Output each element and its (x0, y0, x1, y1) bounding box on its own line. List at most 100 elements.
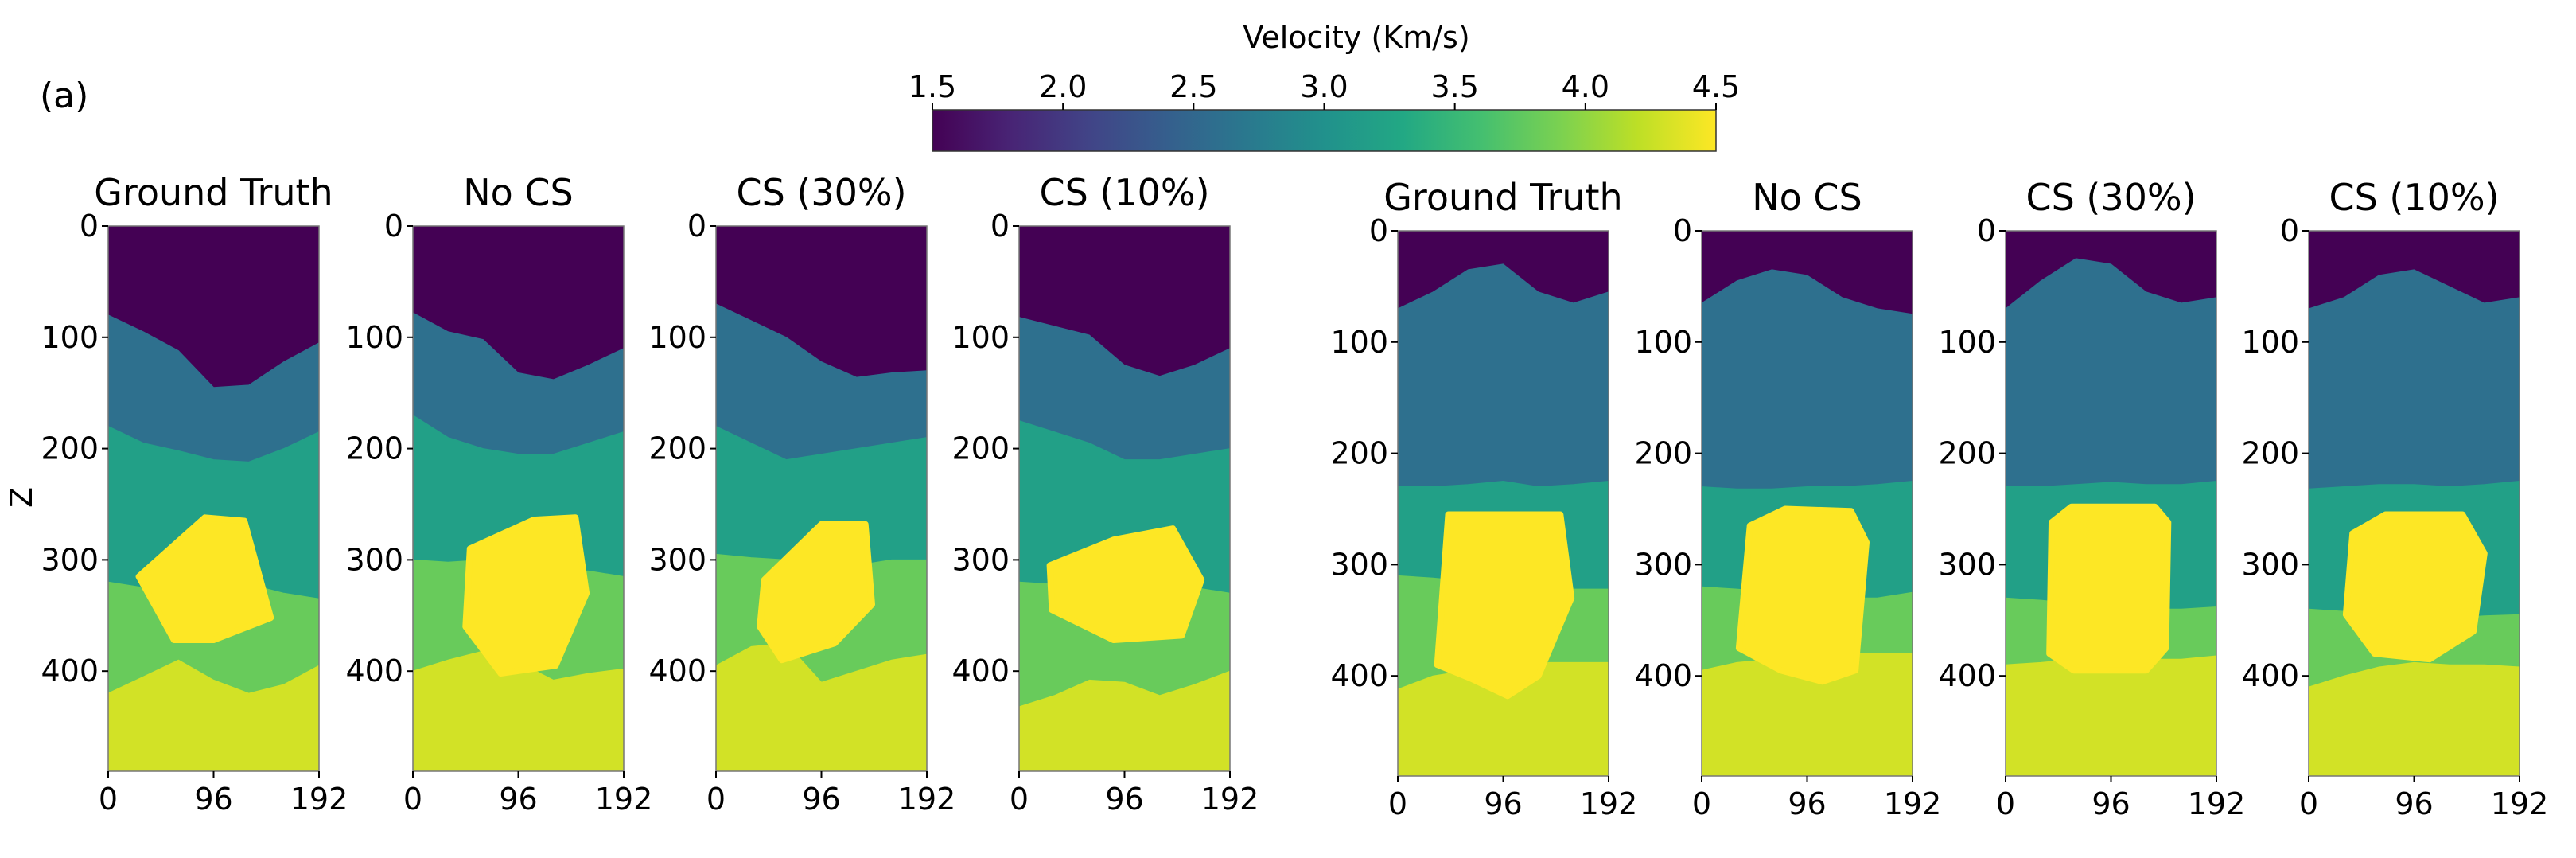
y-tick-label: 300 (345, 542, 403, 577)
y-tick-label: 100 (41, 320, 99, 355)
y-tick-label: 400 (951, 653, 1010, 688)
y-tick-label: 100 (648, 320, 706, 355)
colorbar-tick-label: 3.0 (1300, 69, 1348, 104)
panel-title: CS (10%) (1039, 171, 1209, 214)
y-tick-label: 200 (1634, 436, 1692, 471)
velocity-panel: CS (10%) 0 100 200 300 400 0 96 192 (2241, 176, 2548, 821)
panel-title: Ground Truth (94, 171, 333, 214)
x-tick-label: 192 (290, 782, 348, 817)
panel-title: CS (30%) (2025, 176, 2196, 219)
velocity-panel: CS (30%) 0 100 200 300 400 0 96 192 (1938, 176, 2245, 821)
colorbar-tick-label: 4.5 (1692, 69, 1740, 104)
high-velocity-body (2046, 503, 2172, 674)
y-tick-label: 300 (1938, 547, 1996, 582)
velocity-panel: No CS 0 100 200 300 400 0 96 192 (1634, 176, 1941, 821)
velocity-panel: CS (10%) 0 100 200 300 400 0 96 192 (951, 171, 1259, 817)
x-tick-label: 96 (1105, 782, 1143, 817)
y-tick-label: 400 (2241, 658, 2299, 693)
y-tick-label: 0 (1977, 213, 1996, 248)
y-tick-label: 200 (648, 431, 706, 466)
y-tick-label: 0 (1673, 213, 1692, 248)
x-tick-label: 192 (898, 782, 956, 817)
y-tick-label: 100 (1330, 325, 1388, 360)
y-tick-label: 200 (345, 431, 403, 466)
colorbar-tick-label: 3.5 (1430, 69, 1478, 104)
y-tick-label: 200 (1938, 436, 1996, 471)
x-tick-label: 0 (1388, 786, 1407, 821)
y-tick-label: 0 (990, 209, 1010, 244)
panel-title: No CS (1752, 176, 1862, 219)
y-tick-label: 0 (2280, 213, 2299, 248)
y-tick-label: 0 (80, 209, 99, 244)
y-tick-label: 200 (951, 431, 1010, 466)
y-tick-label: 100 (2241, 325, 2299, 360)
x-tick-label: 192 (595, 782, 653, 817)
x-tick-label: 0 (1996, 786, 2015, 821)
y-tick-label: 400 (1938, 658, 1996, 693)
y-tick-label: 200 (2241, 436, 2299, 471)
x-tick-label: 96 (1788, 786, 1826, 821)
x-tick-label: 0 (403, 782, 422, 817)
x-tick-label: 192 (2491, 786, 2549, 821)
x-tick-label: 192 (1884, 786, 1942, 821)
x-tick-label: 0 (99, 782, 118, 817)
panel-title: CS (10%) (2329, 176, 2499, 219)
x-tick-label: 96 (2092, 786, 2130, 821)
y-tick-label: 400 (648, 653, 706, 688)
x-tick-label: 96 (1484, 786, 1522, 821)
colorbar-tick-label: 1.5 (909, 69, 956, 104)
high-velocity-body (135, 514, 274, 643)
panel-title: Ground Truth (1383, 176, 1622, 219)
y-tick-label: 200 (41, 431, 99, 466)
panel-label: (a) (40, 76, 88, 116)
y-axis-label: Z (4, 487, 39, 508)
velocity-layer (2006, 655, 2216, 776)
high-velocity-body (757, 521, 875, 664)
x-tick-label: 192 (2188, 786, 2246, 821)
x-tick-label: 96 (2395, 786, 2433, 821)
y-tick-label: 0 (384, 209, 403, 244)
y-tick-label: 0 (1369, 213, 1388, 248)
y-tick-label: 400 (1634, 658, 1692, 693)
high-velocity-body (1434, 511, 1575, 700)
y-tick-label: 200 (1330, 436, 1388, 471)
velocity-layer (413, 650, 624, 771)
y-tick-label: 300 (1634, 547, 1692, 582)
colorbar-title: Velocity (Km/s) (1243, 20, 1469, 55)
y-tick-label: 100 (1938, 325, 1996, 360)
y-tick-label: 300 (648, 542, 706, 577)
x-tick-label: 0 (1010, 782, 1029, 817)
high-velocity-body (462, 514, 590, 677)
x-tick-label: 96 (802, 782, 840, 817)
x-tick-label: 96 (194, 782, 232, 817)
y-tick-label: 300 (2241, 547, 2299, 582)
high-velocity-body (1735, 505, 1870, 685)
velocity-layer (108, 659, 319, 771)
y-tick-label: 100 (951, 320, 1010, 355)
velocity-panel: No CS 0 100 200 300 400 0 96 192 (345, 171, 652, 817)
x-tick-label: 192 (1580, 786, 1638, 821)
y-tick-label: 300 (1330, 547, 1388, 582)
x-tick-label: 0 (1692, 786, 1711, 821)
y-tick-label: 300 (951, 542, 1010, 577)
colorbar-tick-label: 2.5 (1169, 69, 1217, 104)
velocity-layer (2309, 661, 2520, 776)
x-tick-label: 96 (499, 782, 537, 817)
x-tick-label: 0 (2299, 786, 2318, 821)
x-tick-label: 0 (706, 782, 726, 817)
colorbar-gradient (932, 109, 1717, 152)
y-tick-label: 400 (41, 653, 99, 688)
y-tick-label: 300 (41, 542, 99, 577)
y-tick-label: 100 (1634, 325, 1692, 360)
x-tick-label: 192 (1201, 782, 1259, 817)
colorbar-tick-label: 4.0 (1562, 69, 1609, 104)
y-tick-label: 0 (687, 209, 706, 244)
velocity-layer (1019, 670, 1230, 771)
velocity-panel: CS (30%) 0 100 200 300 400 0 96 192 (648, 171, 955, 817)
y-tick-label: 400 (1330, 658, 1388, 693)
y-tick-label: 400 (345, 653, 403, 688)
high-velocity-body (2342, 511, 2488, 663)
